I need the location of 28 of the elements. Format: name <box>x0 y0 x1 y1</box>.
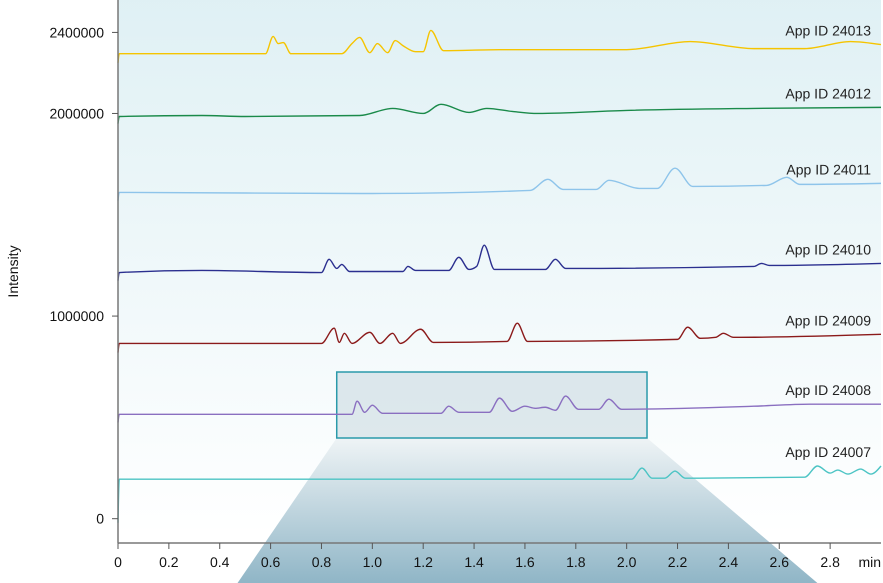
x-tick-label: 1.2 <box>413 554 434 570</box>
y-axis-title: Intensity <box>5 245 21 298</box>
y-tick-label: 1000000 <box>49 308 104 324</box>
x-axis-title: min <box>858 554 881 570</box>
y-tick-label: 2000000 <box>49 105 104 122</box>
x-tick-label: 0.6 <box>260 554 281 570</box>
series-label: App ID 24008 <box>785 382 872 398</box>
x-tick-label: 1.8 <box>566 554 586 570</box>
x-tick-label: 2.0 <box>616 554 637 570</box>
x-tick-label: 1.6 <box>515 554 535 570</box>
y-tick-label: 0 <box>96 510 104 527</box>
x-tick-label: 0.4 <box>210 554 230 570</box>
x-tick-label: 2.2 <box>668 554 688 570</box>
x-tick-label: 0.8 <box>312 554 332 570</box>
x-tick-label: 2.8 <box>820 554 840 570</box>
series-label: App ID 24010 <box>785 241 872 258</box>
x-tick-label: 2.4 <box>718 554 738 570</box>
series-label: App ID 24013 <box>785 22 872 39</box>
x-tick-label: 2.6 <box>770 554 790 570</box>
x-tick-label: 1.0 <box>362 554 382 570</box>
y-tick-label: 2400000 <box>49 24 104 40</box>
series-label: App ID 24012 <box>785 85 872 102</box>
series-label: App ID 24009 <box>785 312 872 328</box>
x-tick-label: 0.2 <box>159 554 179 570</box>
x-tick-label: 1.4 <box>464 554 484 570</box>
series-label: App ID 24011 <box>786 161 872 178</box>
x-tick-label: 0 <box>114 554 122 570</box>
series-label: App ID 24007 <box>785 444 872 460</box>
